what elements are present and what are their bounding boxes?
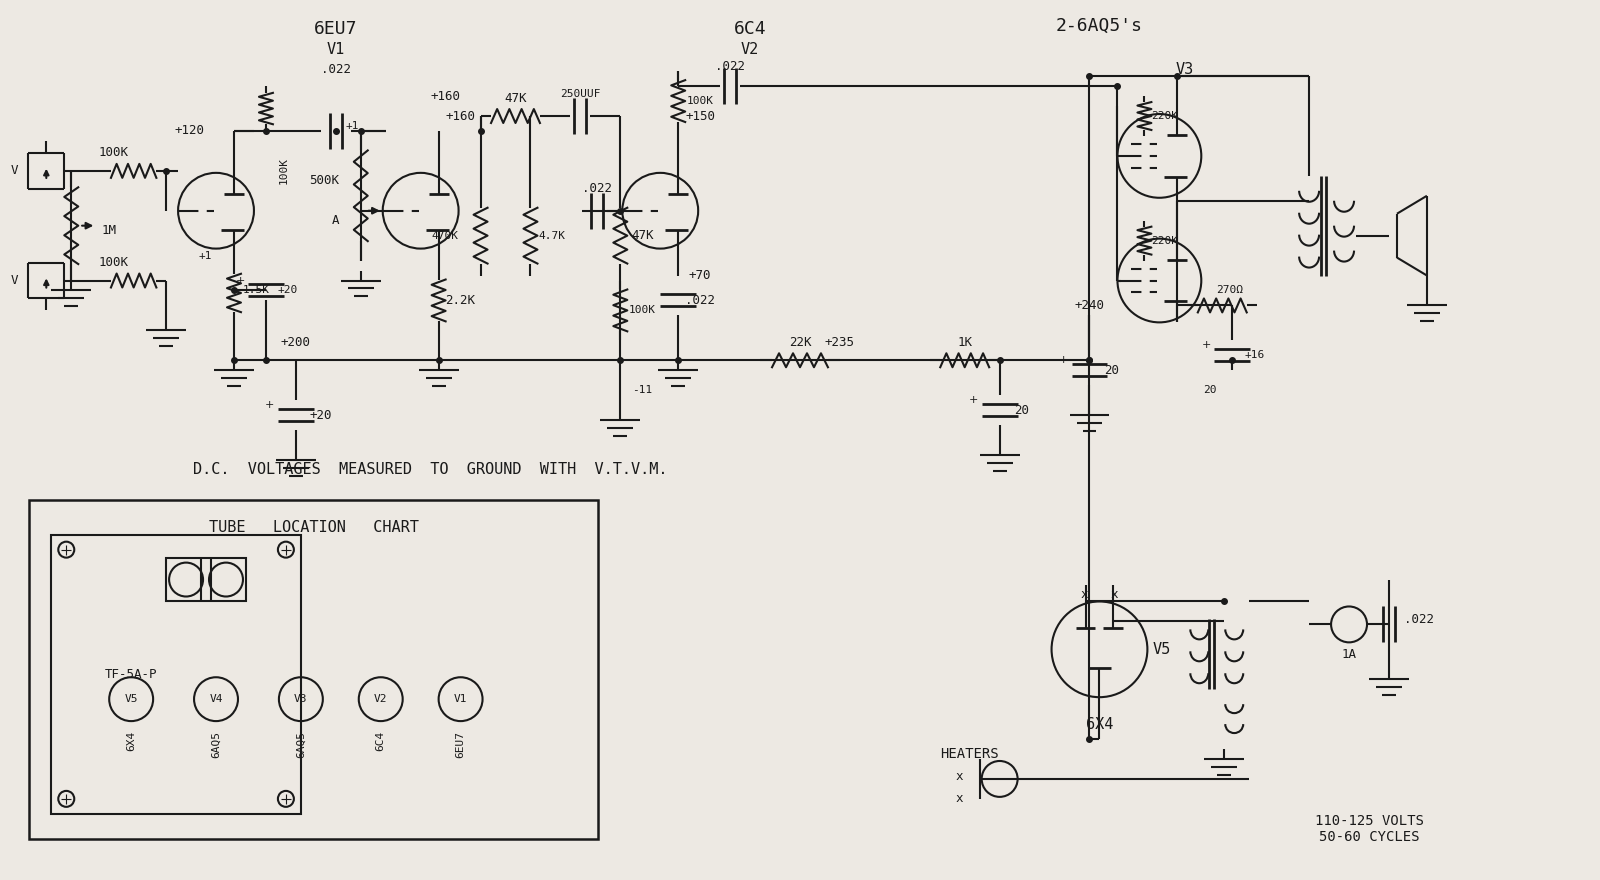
- Text: 47K: 47K: [504, 92, 526, 105]
- Text: D.C.  VOLTAGES  MEASURED  TO  GROUND  WITH  V.T.V.M.: D.C. VOLTAGES MEASURED TO GROUND WITH V.…: [194, 462, 667, 478]
- Text: x: x: [955, 792, 963, 805]
- Text: 100K: 100K: [98, 146, 128, 159]
- Text: V4: V4: [210, 694, 222, 704]
- Text: 110-125 VOLTS
50-60 CYCLES: 110-125 VOLTS 50-60 CYCLES: [1315, 814, 1424, 844]
- Text: 6X4: 6X4: [1086, 716, 1114, 731]
- Bar: [166, 558, 246, 602]
- Text: 2-6AQ5's: 2-6AQ5's: [1056, 18, 1142, 35]
- Text: 47K: 47K: [630, 229, 653, 242]
- Text: HEATERS: HEATERS: [941, 747, 998, 761]
- Text: x: x: [955, 770, 963, 783]
- Text: V3: V3: [294, 694, 307, 704]
- Text: V2: V2: [374, 694, 387, 704]
- Text: +150: +150: [685, 109, 715, 122]
- Text: 250UUF: 250UUF: [560, 89, 600, 99]
- Text: 6EU7: 6EU7: [314, 20, 357, 39]
- Text: 100K: 100K: [98, 256, 128, 269]
- Text: 1K: 1K: [957, 336, 973, 348]
- Text: .022: .022: [715, 60, 746, 73]
- Text: +: +: [266, 400, 275, 410]
- Text: +20: +20: [278, 285, 298, 296]
- Text: 1A: 1A: [1341, 648, 1357, 661]
- Text: +1: +1: [198, 251, 213, 260]
- Text: +235: +235: [826, 336, 854, 348]
- Text: .022: .022: [322, 62, 350, 76]
- Text: -11: -11: [632, 385, 653, 395]
- Text: +1: +1: [346, 121, 360, 131]
- Text: +120: +120: [174, 124, 205, 137]
- Text: V: V: [11, 165, 18, 178]
- Text: V5: V5: [1152, 642, 1171, 656]
- Text: TF-5A-P: TF-5A-P: [106, 668, 157, 681]
- Text: 20: 20: [1014, 404, 1029, 416]
- Text: 2.2K: 2.2K: [445, 294, 475, 307]
- Text: +: +: [1202, 341, 1211, 350]
- Text: 22K: 22K: [789, 336, 811, 348]
- Text: V3: V3: [1176, 62, 1194, 77]
- Text: 6C4: 6C4: [734, 20, 766, 39]
- Text: 220K: 220K: [1150, 236, 1178, 246]
- Text: A: A: [331, 214, 339, 227]
- Text: V5: V5: [125, 694, 138, 704]
- Bar: [51, 535, 301, 814]
- Text: 270Ω: 270Ω: [1216, 285, 1243, 296]
- Text: 220K: 220K: [1150, 111, 1178, 121]
- Text: 100K: 100K: [278, 158, 290, 184]
- Text: 100K: 100K: [686, 96, 714, 106]
- Text: TUBE   LOCATION   CHART: TUBE LOCATION CHART: [210, 520, 419, 535]
- Text: 100K: 100K: [629, 305, 656, 315]
- Text: 20: 20: [1104, 363, 1118, 377]
- Text: V: V: [11, 274, 18, 287]
- Text: 470K: 470K: [432, 231, 459, 240]
- Text: 6AQ5: 6AQ5: [211, 731, 221, 758]
- Text: 1M: 1M: [102, 224, 117, 238]
- Text: 1.5K: 1.5K: [243, 285, 269, 296]
- Text: 6EU7: 6EU7: [456, 731, 466, 758]
- Text: +: +: [1059, 356, 1069, 365]
- Text: .022: .022: [685, 294, 715, 307]
- Text: .022: .022: [582, 182, 613, 195]
- Text: 500K: 500K: [309, 174, 339, 187]
- Text: +200: +200: [282, 336, 310, 348]
- Text: V1: V1: [326, 41, 346, 56]
- Text: +240: +240: [1075, 299, 1104, 312]
- Text: 6AQ5: 6AQ5: [296, 731, 306, 758]
- Bar: [29, 500, 598, 839]
- Text: +: +: [235, 275, 245, 285]
- Text: +70: +70: [690, 269, 712, 282]
- Text: 6X4: 6X4: [126, 731, 136, 752]
- Text: V2: V2: [741, 41, 760, 56]
- Text: .022: .022: [1403, 613, 1434, 626]
- Text: 4.7K: 4.7K: [539, 231, 566, 240]
- Text: +160: +160: [430, 90, 461, 103]
- Text: +160: +160: [445, 109, 475, 122]
- Text: 20: 20: [1203, 385, 1218, 395]
- Text: x: x: [1080, 588, 1088, 601]
- Text: +20: +20: [309, 408, 333, 422]
- Text: +: +: [970, 395, 978, 405]
- Text: 6C4: 6C4: [376, 731, 386, 752]
- Text: x: x: [1110, 588, 1118, 601]
- Text: +16: +16: [1245, 350, 1264, 360]
- Text: V1: V1: [454, 694, 467, 704]
